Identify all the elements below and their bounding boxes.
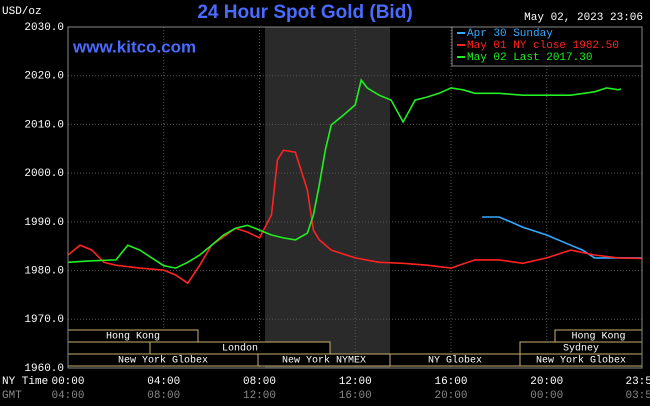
x-tick-label: 08:00 — [243, 376, 276, 388]
session-label: New York NYMEX — [282, 355, 366, 367]
x-tick-label: 12:00 — [339, 376, 372, 388]
session-label: Hong Kong — [571, 332, 625, 343]
x-tick-label: 20:00 — [530, 376, 563, 388]
y-tick-label: 2030.0 — [24, 22, 64, 34]
timestamp: May 02, 2023 23:06 — [524, 12, 643, 24]
y-tick-label: 1980.0 — [24, 265, 64, 277]
y-tick-label: 2020.0 — [24, 71, 64, 83]
x-tick-label: 23:59 — [625, 376, 650, 388]
chart-title: 24 Hour Spot Gold (Bid) — [197, 2, 412, 23]
shaded-session — [265, 27, 390, 368]
lines — [67, 78, 643, 285]
price-line — [482, 216, 642, 259]
plot-frame — [67, 26, 643, 369]
session-label: New York Globex — [118, 355, 208, 367]
session-label: NY Globex — [428, 355, 482, 367]
price-line — [67, 78, 622, 269]
y-tick-label: 1990.0 — [24, 217, 64, 229]
price-line — [67, 149, 643, 285]
legend-label: May 01 NY close 1982.50 — [467, 40, 619, 52]
session-label: Sydney — [563, 343, 599, 355]
y-tick-label: 2000.0 — [24, 168, 64, 180]
legend-box — [451, 26, 643, 67]
x-tick-label: 00:00 — [51, 376, 84, 388]
session-label: New York Globex — [536, 355, 626, 367]
watermark: www.kitco.com — [72, 37, 196, 56]
session-label: London — [222, 343, 258, 355]
x2-tick-label: 00:00 — [530, 390, 563, 402]
y-tick-label: 1960.0 — [24, 363, 64, 375]
legend-label: May 02 Last 2017.30 — [467, 52, 592, 64]
legend-label: Apr 30 Sunday — [467, 28, 553, 40]
x2-tick-label: 04:00 — [51, 390, 84, 402]
x-tick-label: 16:00 — [434, 376, 467, 388]
sessions: Hong Kong London New York Globex New York N… — [67, 329, 643, 367]
x2-tick-label: 16:00 — [339, 390, 372, 402]
y-tick-label: 1970.0 — [24, 314, 64, 326]
y-tick-label: 2010.0 — [24, 119, 64, 131]
x2-tick-label: 08:00 — [147, 390, 180, 402]
x-tick-label: 04:00 — [147, 376, 180, 388]
x-axis-label: NY Time — [2, 376, 48, 388]
x2-tick-label: 12:00 — [243, 390, 276, 402]
x2-axis-label: GMT — [2, 390, 22, 402]
y-unit: USD/oz — [2, 6, 42, 18]
session-label: Hong Kong — [106, 332, 160, 343]
x2-tick-label: 03:59 — [625, 390, 650, 402]
x2-tick-label: 20:00 — [434, 390, 467, 402]
